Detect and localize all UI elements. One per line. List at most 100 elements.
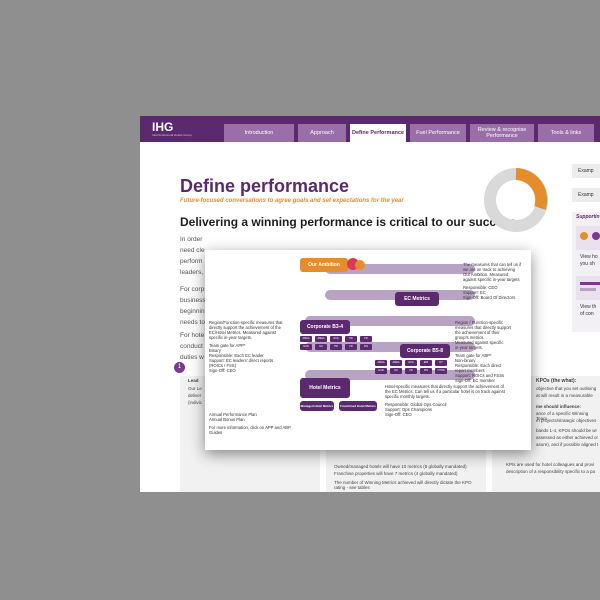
flow-band (305, 370, 475, 380)
note-line: EC/Hotel Metrics. Measured against (209, 330, 277, 335)
our-ambition-box: Our Ambition (300, 258, 348, 272)
franchised-hotel-box: Franchised Hotel Metrics (339, 401, 377, 411)
region-chip: EUR (300, 344, 312, 350)
region-chip: OTHR (435, 368, 447, 374)
note-line: directly support the achievement of the (209, 325, 281, 330)
plan-link[interactable]: Annual Bonus Plan (209, 417, 245, 422)
flow-band (305, 342, 475, 352)
column-heading: Lead (188, 378, 199, 383)
note-line: we are on track to achieving (463, 267, 516, 272)
top-navigation-bar: IHG InterContinental Hotels Group Introd… (140, 116, 600, 142)
more-info-text[interactable]: For more information, click on APP and A… (209, 425, 291, 435)
section-headline: Delivering a winning performance is crit… (180, 215, 520, 229)
region-chip: AMEA (375, 360, 387, 366)
column-heading: KPOs (the what): (536, 378, 577, 384)
ihg-logo[interactable]: IHG (152, 120, 174, 134)
tab-review-recognise[interactable]: Review & recognise Performance (470, 124, 534, 142)
note-line: Team gate for ABP* (455, 353, 492, 358)
metrics-diagram-popup: Our Ambition EC Metrics Corporate B3-4 C… (205, 250, 531, 450)
body-text: For hote (180, 332, 205, 339)
column-text: at will result in a measurable (536, 393, 593, 398)
note-line: Non-binary (455, 358, 476, 363)
step-number-badge: 1 (174, 362, 185, 373)
supporting-panel: Supportin View ho you sh View th of con (572, 212, 600, 332)
note-line: specific monthly targets. (385, 394, 430, 399)
column-text: (indivic (188, 400, 203, 405)
column-text: description of a responsibility specific… (506, 469, 596, 474)
body-text: beginnin (180, 308, 205, 315)
column-text: me should influence: (536, 404, 582, 409)
body-text: duties w (180, 354, 204, 361)
page-subtitle: Future-focused conversations to agree go… (180, 198, 404, 204)
region-chip: GC (390, 368, 402, 374)
note-line: Responsible: CEO (463, 285, 498, 290)
right-note: Region / Function-specific measures that… (455, 320, 529, 383)
note-line: (ROICs / FSS) (209, 363, 236, 368)
column-bullet: Owned/managed hotels will have 10 metric… (334, 464, 467, 469)
note-line: Sign-Off: CEO (385, 412, 412, 417)
note-line: Region/Function-specific measures that (209, 320, 283, 325)
region-chip: FR (360, 336, 372, 342)
column-text: bands 1-4, KPOs should be wr (536, 428, 598, 433)
note-line: The measures that can tell us if (463, 262, 522, 267)
tab-tools-links[interactable]: Tools & links (538, 124, 594, 142)
tab-define-performance[interactable]: Define Performance (350, 124, 406, 142)
tab-fuel-performance[interactable]: Fuel Performance (410, 124, 466, 142)
example-card[interactable]: Examp (572, 188, 600, 202)
plan-link[interactable]: Annual Performance Plan (209, 412, 257, 417)
ambition-note: The measures that can tell us if we are … (463, 262, 529, 300)
note-line: in-year targets. (455, 345, 483, 350)
note-line: Hotel-specific measures that directly su… (385, 384, 504, 389)
body-text: need cle (180, 247, 205, 254)
thumbnail-image[interactable] (576, 226, 600, 250)
support-link[interactable]: View th (580, 304, 597, 310)
note-line: Responsible: Each EC leader (209, 353, 264, 358)
body-text: In order (180, 236, 203, 243)
cycle-ring-icon (484, 168, 548, 232)
column-text: deliver (188, 393, 202, 398)
body-text: leaders, (180, 269, 204, 276)
region-chip: GCA (405, 360, 417, 366)
region-chip: OT (435, 360, 447, 366)
column-text: asure), and if possible aligned t (536, 442, 599, 447)
tab-introduction[interactable]: Introduction (224, 124, 294, 142)
note-line: specific in-year targets. (209, 335, 253, 340)
region-chip: EUR (375, 368, 387, 374)
managed-hotel-box: Managed Hotel Metrics (300, 401, 334, 411)
plans-list: Annual Performance Plan Annual Bonus Pla… (209, 412, 299, 435)
flow-band (325, 264, 475, 274)
hotel-note: Hotel-specific measures that directly su… (385, 384, 529, 417)
body-text: business (180, 297, 206, 304)
example-card[interactable]: Examp (572, 164, 600, 178)
hotel-metrics-box: Hotel Metrics (300, 378, 350, 398)
region-chip: HR (345, 336, 357, 342)
note-line: against specific in-year targets (463, 277, 520, 282)
note-line: Support: EC (463, 290, 486, 295)
supporting-heading: Supportin (576, 214, 600, 220)
thumbnail-image[interactable] (576, 276, 600, 300)
column-text: KPIs are used for hotel colleagues and p… (506, 462, 595, 467)
region-chip: FR (345, 344, 357, 350)
support-link[interactable]: View ho (580, 254, 598, 260)
logo-subtitle: InterContinental Hotels Group (152, 133, 192, 137)
note-line: Our Ambition. Measured (463, 272, 509, 277)
support-link[interactable]: you sh (580, 261, 595, 267)
region-chip: AMEA (315, 336, 327, 342)
region-chip: AMEA (390, 360, 402, 366)
ec-metrics-box: EC Metrics (395, 292, 439, 306)
body-text: conduct (180, 343, 203, 350)
body-text: For corp (180, 286, 205, 293)
corporate-b34-box: Corporate B3-4 (300, 320, 350, 334)
corporate-b58-box: Corporate B5-8 (400, 344, 450, 358)
column-bullet: Franchise properties will have 7 metrics… (334, 471, 458, 476)
body-text: perform (180, 258, 203, 265)
note-line: Team gate for APP* (209, 343, 246, 348)
region-chip: EMI (420, 360, 432, 366)
region-note: Region/Function-specific measures that d… (209, 320, 297, 373)
region-chip: FIN (360, 344, 372, 350)
note-line: Support: Ops Champions (385, 407, 433, 412)
note-line: Support: ROICs and FSSs (455, 373, 505, 378)
tab-approach[interactable]: Approach (298, 124, 346, 142)
region-chip: GC (315, 344, 327, 350)
support-link[interactable]: of con (580, 311, 594, 317)
